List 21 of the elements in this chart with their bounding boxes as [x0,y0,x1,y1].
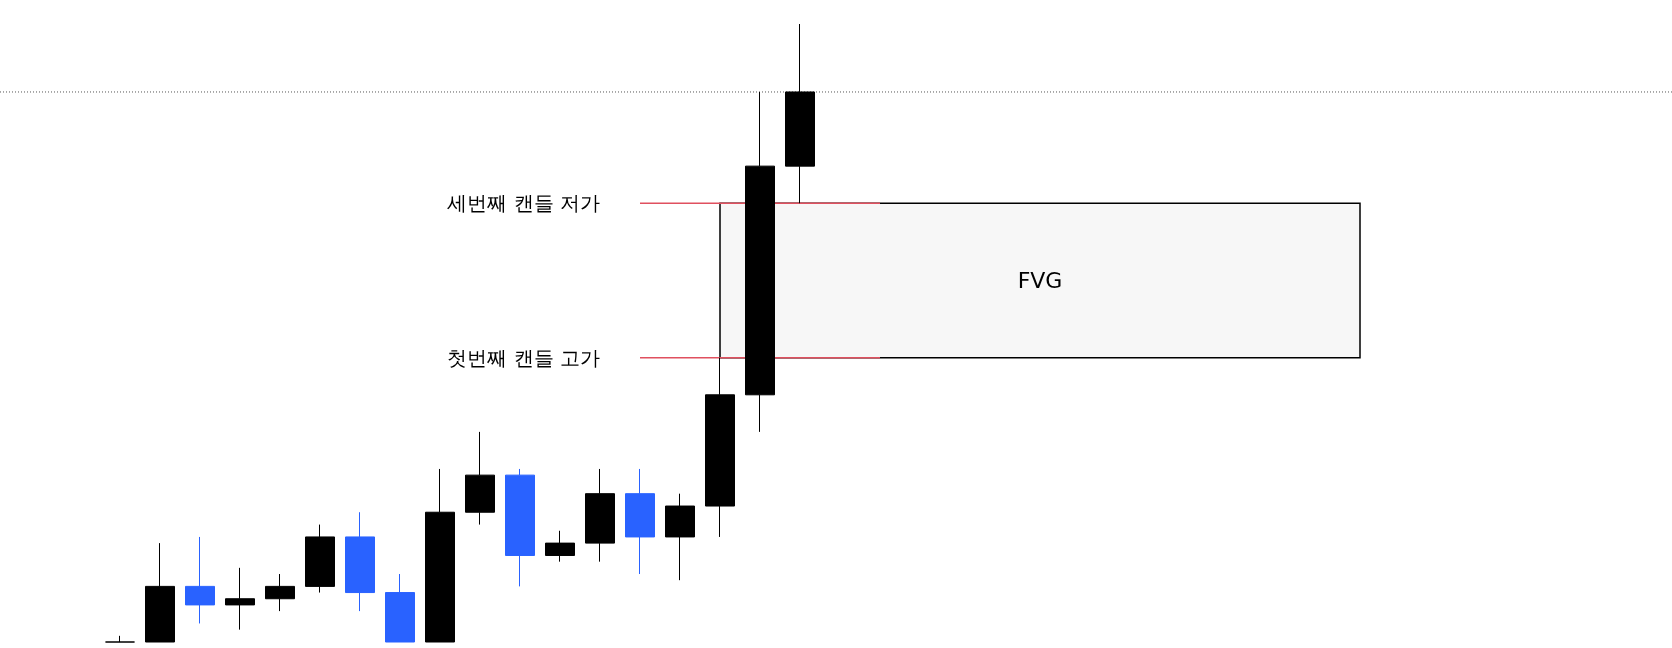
ref-line-label: 첫번째 캔들 고가 [447,345,600,370]
candlestick [225,567,255,631]
candlestick [345,511,375,612]
band-label: FVG [1017,267,1063,293]
candlestick [745,91,775,433]
candlestick [505,468,535,587]
candlestick [105,635,135,643]
candlestick [705,357,735,538]
candlestick [665,493,695,581]
candlestick [145,542,175,643]
ref-line-label: 세번째 캔들 저가 [447,191,600,216]
candlestick [465,431,495,526]
candlestick [545,530,575,563]
candlestick [425,468,455,643]
candlestick [265,573,295,612]
candlestick [585,468,615,563]
candlestick [785,23,815,204]
candlestick [625,468,655,575]
candlestick [185,536,215,624]
candlestick [305,524,335,594]
candlestick [385,573,415,643]
